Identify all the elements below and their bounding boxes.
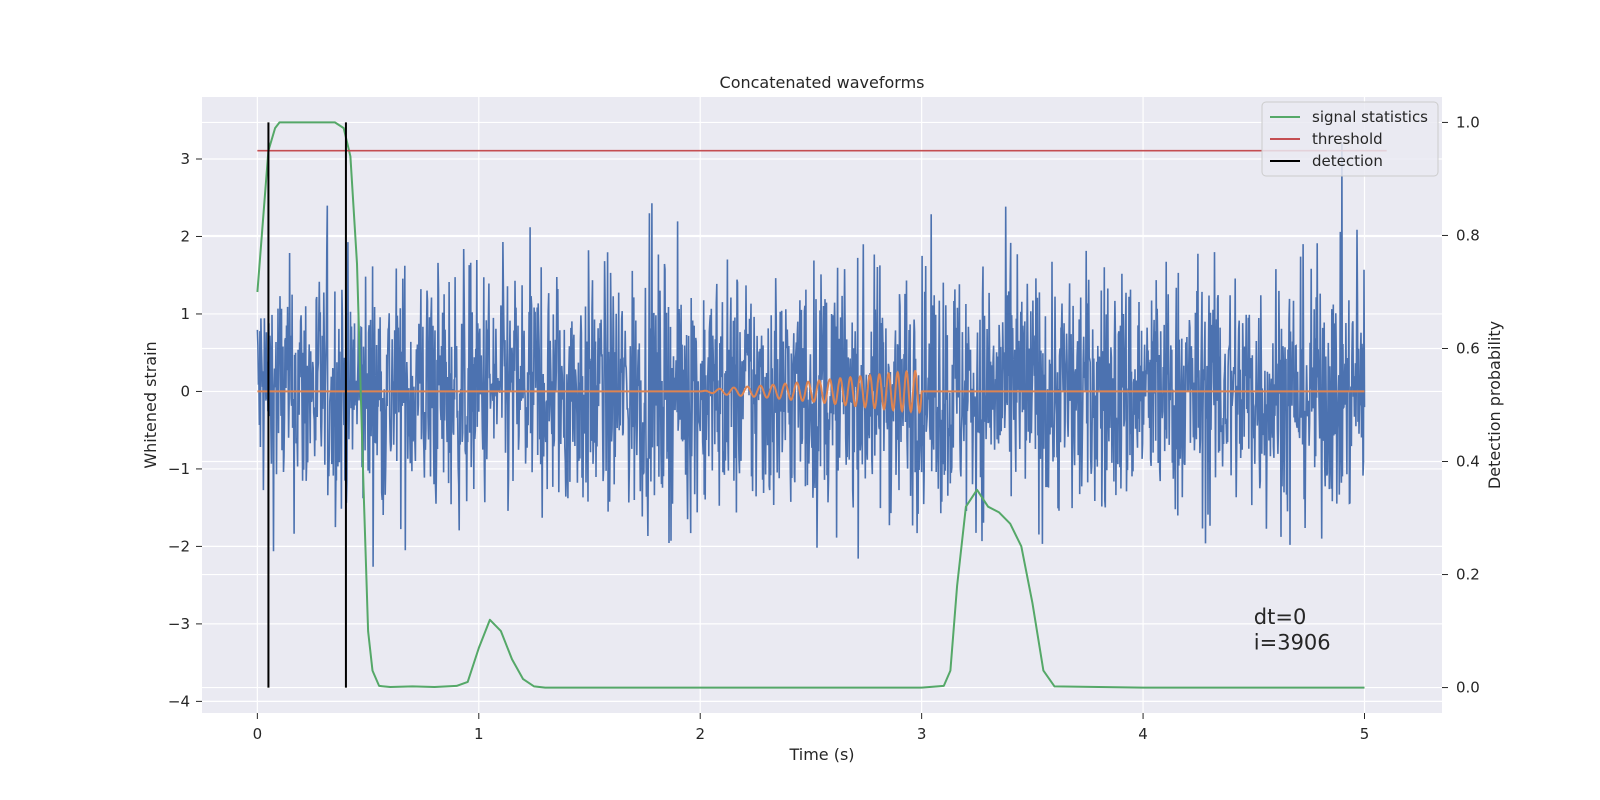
y2-tick-label: 0.0 [1456,679,1480,697]
x-tick-label: 4 [1138,725,1148,743]
annotation-0: dt=0 [1254,605,1307,629]
strain-noise-series [256,143,1366,567]
y-tick-label: 3 [180,150,190,168]
y2-axis-label: Detection probability [1485,321,1504,489]
x-tick-label: 1 [474,725,484,743]
x-axis: 0 1 2 3 4 5 [253,713,1370,743]
y-tick-label: −1 [168,460,190,478]
y-tick-label: −2 [168,537,190,555]
y-tick-label: 2 [180,227,190,245]
chart-title: Concatenated waveforms [720,73,925,92]
y-tick-label: −4 [168,692,190,710]
signal-statistics-series [256,121,1365,689]
y2-tick-label: 0.4 [1456,453,1480,471]
annotation-1: i=3906 [1254,630,1331,654]
chirp-template-series [257,369,1365,415]
legend: signal statistics threshold detection [1261,101,1439,177]
y2-tick-label: 1.0 [1456,113,1480,131]
strain-noise-line [256,143,1366,567]
y2-tick-label: 0.8 [1456,226,1480,244]
y-axis: −4 −3 −2 −1 0 1 2 3 [168,150,202,710]
detection-series [267,122,347,688]
x-axis-label: Time (s) [788,745,854,764]
y2-tick-label: 0.6 [1456,339,1480,357]
x-tick-label: 0 [253,725,263,743]
y2-axis: 0.0 0.2 0.4 0.6 0.8 1.0 [1442,113,1480,697]
legend-label-threshold: threshold [1312,130,1383,148]
legend-label-detection: detection [1312,152,1383,170]
legend-box [1261,101,1439,177]
x-tick-label: 5 [1360,725,1370,743]
signal-statistics-line [256,121,1365,689]
x-tick-label: 2 [695,725,705,743]
y2-tick-label: 0.2 [1456,566,1480,584]
x-tick-label: 3 [917,725,927,743]
y-tick-label: −3 [168,615,190,633]
annotations: dt=0i=3906 [1254,605,1331,655]
y-tick-label: 0 [180,382,190,400]
legend-label-signal-statistics: signal statistics [1312,108,1428,126]
chirp-template-line [257,369,1365,415]
y-axis-label: Whitened strain [141,341,160,468]
y-tick-label: 1 [180,305,190,323]
